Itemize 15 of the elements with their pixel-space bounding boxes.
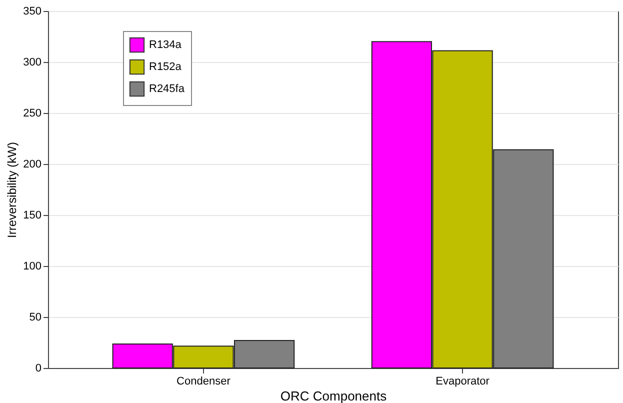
legend-label: R152a — [149, 61, 182, 73]
y-axis-title: Irreversibility (kW) — [5, 142, 20, 238]
y-tick-label: 50 — [29, 312, 42, 324]
x-tick-label: Evaporator — [436, 376, 490, 388]
y-tick-label: 350 — [23, 6, 42, 18]
y-tick-label: 200 — [23, 158, 42, 170]
y-tick-label: 100 — [23, 260, 42, 272]
x-tick-label: Condenser — [176, 376, 231, 388]
y-tick-label: 0 — [35, 362, 42, 374]
legend-label: R245fa — [149, 83, 186, 95]
x-axis-title: ORC Components — [280, 388, 388, 403]
legend-label: R134a — [149, 39, 182, 51]
y-tick-label: 150 — [23, 210, 42, 222]
y-tick-label: 250 — [23, 108, 42, 120]
y-tick-label: 300 — [23, 56, 42, 68]
